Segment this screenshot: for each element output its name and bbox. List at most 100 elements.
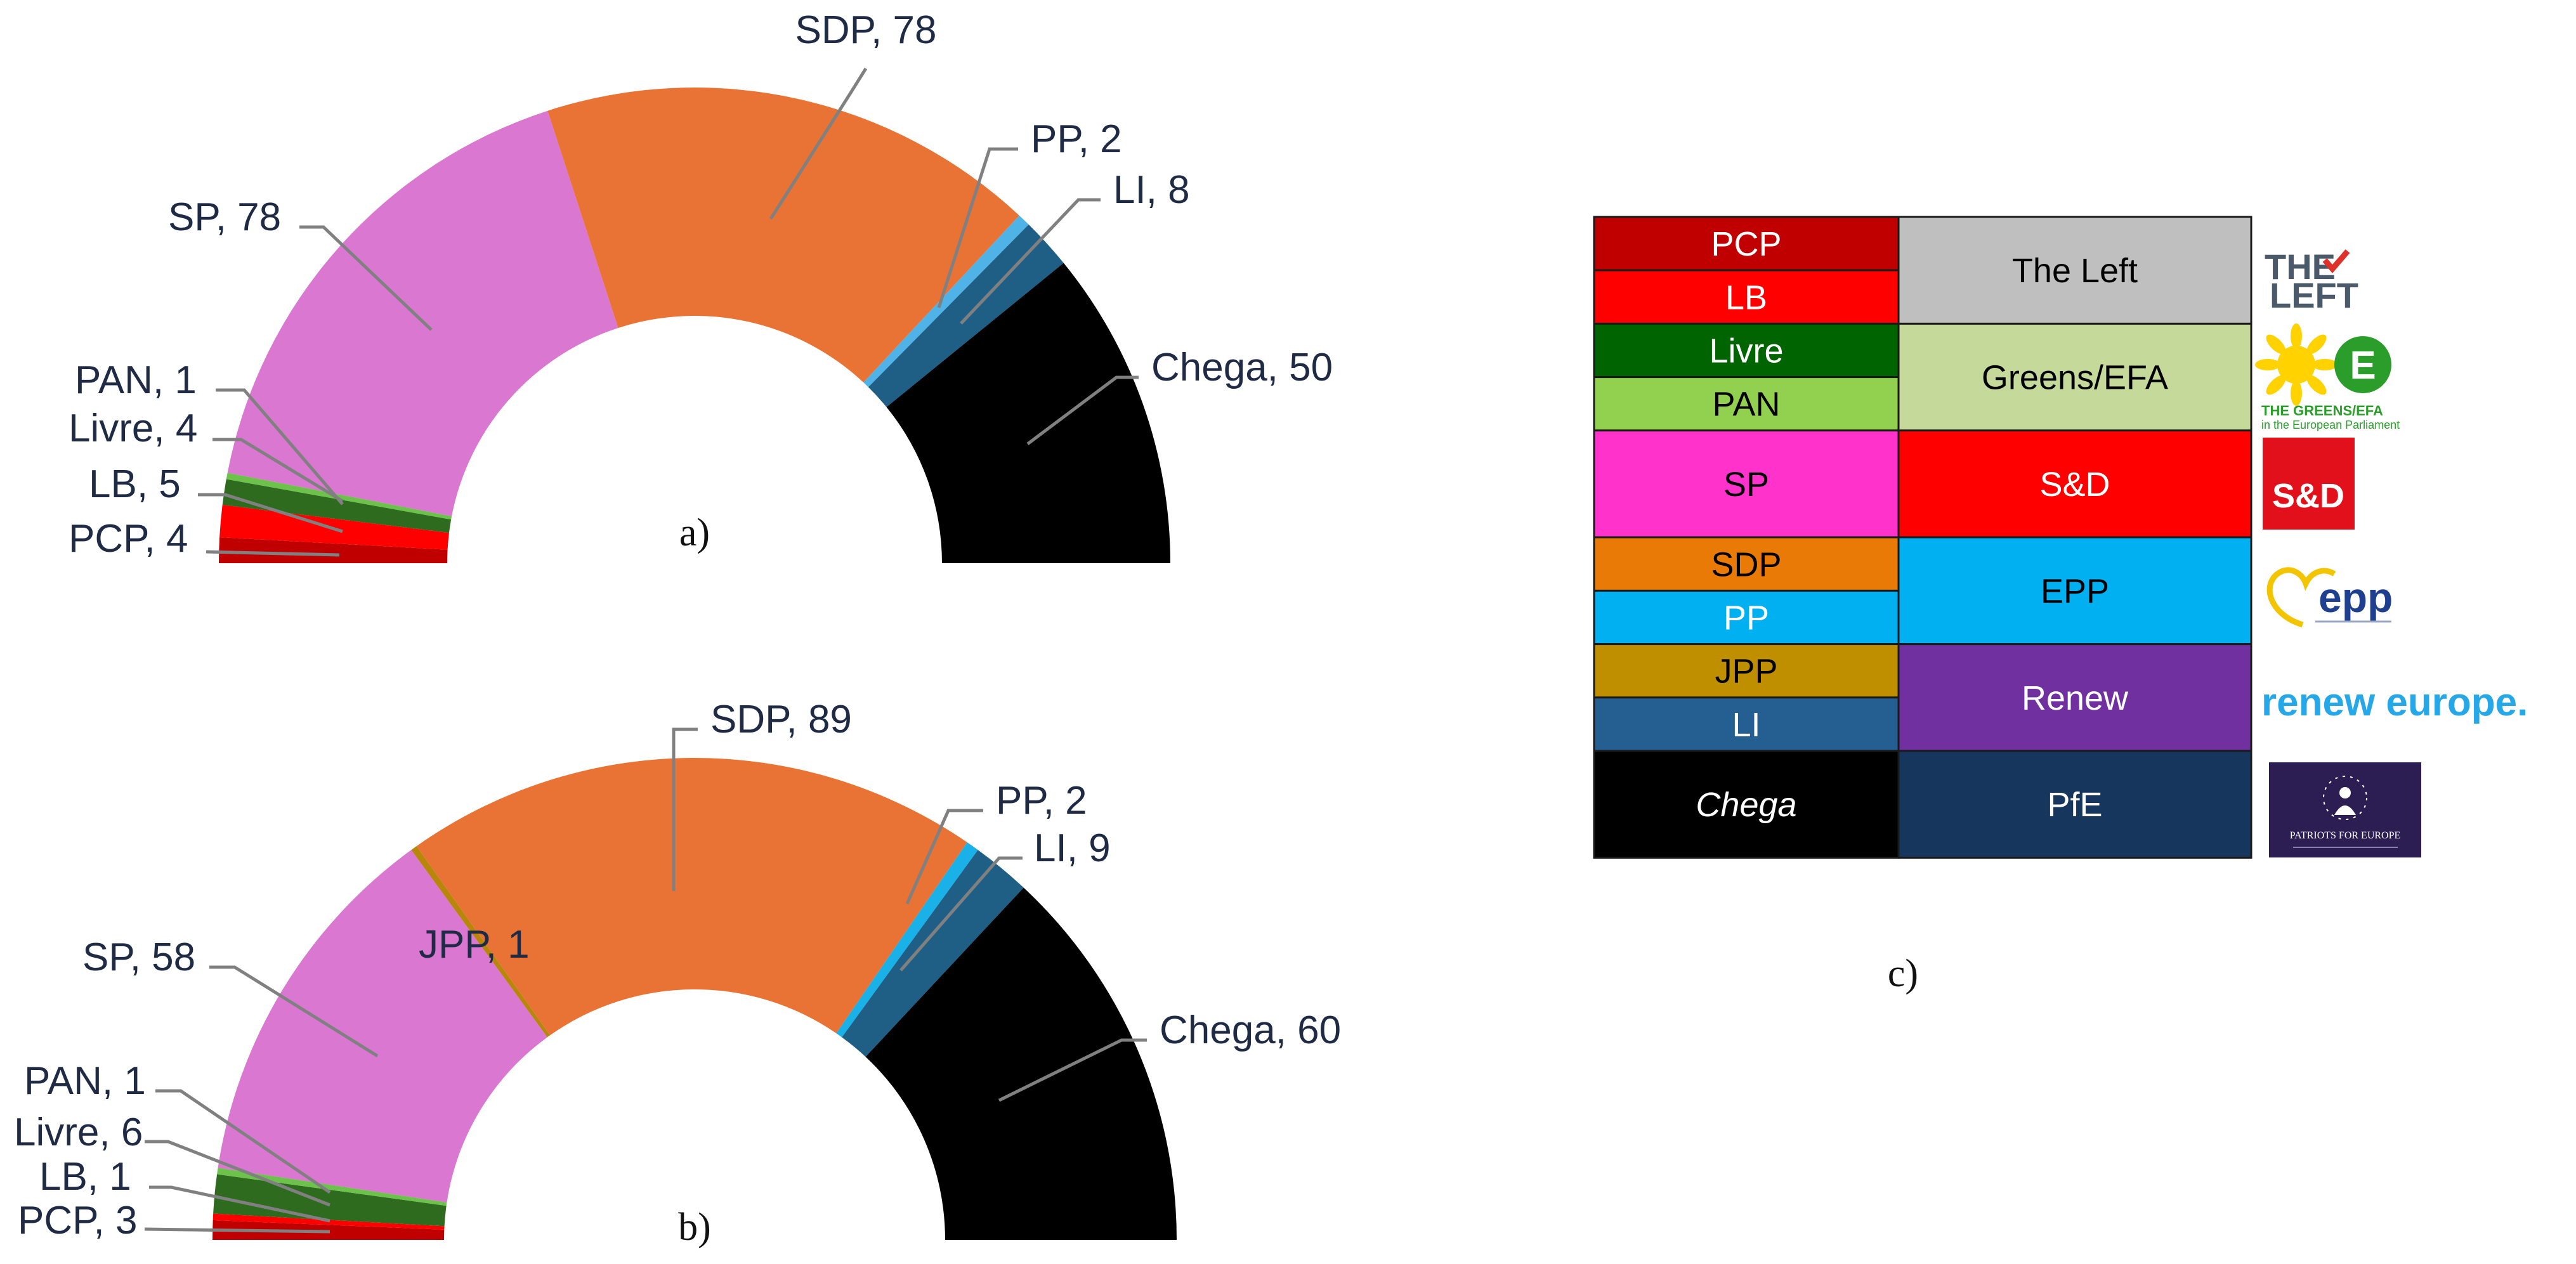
group-name-greens-efa: Greens/EFA <box>1982 359 2168 397</box>
data-label-sp: SP, 78 <box>168 195 281 239</box>
party-name-pan: PAN <box>1712 386 1780 424</box>
panel-label-a: a) <box>679 511 710 554</box>
group-name-the-left: The Left <box>2012 252 2138 290</box>
panel-label-c: c) <box>1888 952 1918 995</box>
data-label-livre: Livre, 6 <box>14 1111 143 1154</box>
slice-sdp <box>547 87 1019 382</box>
svg-text:PATRIOTS FOR EUROPE: PATRIOTS FOR EUROPE <box>2290 830 2401 841</box>
svg-text:in the European Parliament: in the European Parliament <box>2261 419 2400 431</box>
leader-line-lb <box>149 1185 330 1223</box>
party-name-pcp: PCP <box>1711 225 1781 263</box>
leader-line-pan <box>155 1089 331 1194</box>
slice-pcp <box>212 1220 445 1240</box>
svg-text:THE GREENS/EFA: THE GREENS/EFA <box>2261 403 2383 419</box>
group-logos: THE LEFT E THE GREENS/EFA in the Europea <box>2255 247 2528 857</box>
svg-text:LEFT: LEFT <box>2270 275 2358 315</box>
svg-text:epp: epp <box>2318 574 2393 621</box>
svg-text:THE: THE <box>2265 247 2336 287</box>
leader-line-pan <box>216 388 344 505</box>
slice-sp <box>227 110 618 516</box>
leader-line-pp <box>937 147 1018 308</box>
slice-pp <box>863 215 1029 388</box>
data-label-jpp: JPP, 1 <box>419 923 530 967</box>
s-and-d-logo: S&D <box>2263 438 2355 530</box>
leader-line-li <box>960 198 1101 325</box>
slice-li <box>868 225 1064 407</box>
party-cell-jpp <box>1593 643 1900 699</box>
patriots-for-europe-logo: PATRIOTS FOR EUROPE <box>2269 762 2421 857</box>
party-cell-chega <box>1593 750 1900 859</box>
leader-line-livre <box>212 438 344 503</box>
party-name-lb: LB <box>1725 278 1767 316</box>
seat-chart-a: PCP, 4 LB, 5 Livre, 4 PAN, 1 SP, 78 SDP, 78 PP… <box>69 8 1333 563</box>
data-label-lb: LB, 5 <box>89 462 181 506</box>
data-label-pcp: PCP, 3 <box>18 1199 137 1242</box>
party-name-livre: Livre <box>1709 332 1783 370</box>
data-label-livre: Livre, 4 <box>69 407 197 450</box>
leader-line-pcp <box>206 550 340 557</box>
group-cell-s-d <box>1897 429 2252 538</box>
slice-sp <box>218 850 547 1202</box>
slice-jpp <box>411 846 551 1038</box>
leader-line-sp <box>209 965 379 1058</box>
group-cell-pfe <box>1897 750 2252 859</box>
data-label-pp: PP, 2 <box>1031 117 1122 161</box>
data-label-sp: SP, 58 <box>82 935 195 979</box>
group-name-renew: Renew <box>2022 679 2129 717</box>
greens-efa-logo: E THE GREENS/EFA in the European Parliam… <box>2255 323 2400 431</box>
group-cell-epp <box>1897 536 2252 646</box>
party-name-pp: PP <box>1723 599 1769 637</box>
leader-line-li <box>899 856 1023 972</box>
party-cell-pp <box>1593 589 1900 646</box>
renew-europe-logo: renew europe. <box>2261 681 2528 724</box>
data-label-pcp: PCP, 4 <box>69 517 188 561</box>
panel-label-b: b) <box>678 1206 711 1249</box>
svg-text:S&D: S&D <box>2272 477 2344 515</box>
data-label-sdp: SDP, 78 <box>795 8 937 52</box>
slice-chega <box>886 263 1170 563</box>
group-cell-the-left <box>1897 216 2252 325</box>
group-name-s-d: S&D <box>2039 466 2110 504</box>
slice-li <box>842 850 1024 1057</box>
epp-logo: epp <box>2266 567 2393 628</box>
svg-text:E: E <box>2350 344 2376 388</box>
leader-line-lb <box>198 493 343 533</box>
slice-pan <box>217 1168 447 1206</box>
party-name-li: LI <box>1732 706 1760 744</box>
group-cell-greens-efa <box>1897 322 2252 432</box>
the-left-logo: THE LEFT <box>2265 247 2358 315</box>
data-label-pan: PAN, 1 <box>75 358 197 402</box>
slice-chega <box>865 887 1177 1240</box>
party-cell-li <box>1593 696 1900 752</box>
leader-line-pp <box>905 809 983 905</box>
slice-livre <box>222 479 452 533</box>
leader-line-sdp <box>672 727 698 891</box>
party-name-sp: SP <box>1723 466 1769 504</box>
leader-line-pcp <box>144 1227 330 1234</box>
data-label-li: LI, 8 <box>1113 168 1190 212</box>
data-label-li: LI, 9 <box>1034 826 1111 870</box>
slice-livre <box>213 1174 447 1227</box>
party-group-table: PCP LB Livre PAN SP SDP PP JPP LI Chega The Left Gr… <box>1593 216 2252 859</box>
leader-line-chega <box>998 1038 1147 1102</box>
data-label-pp: PP, 2 <box>996 779 1087 823</box>
party-cell-pcp <box>1593 216 1900 271</box>
data-label-lb: LB, 1 <box>39 1155 131 1199</box>
party-cell-livre <box>1593 322 1900 379</box>
party-name-sdp: SDP <box>1711 545 1781 583</box>
group-name-pfe: PfE <box>2047 786 2102 824</box>
leader-line-chega <box>1026 375 1139 445</box>
data-label-pan: PAN, 1 <box>24 1059 146 1103</box>
data-label-chega: Chega, 60 <box>1160 1008 1341 1052</box>
leader-line-sdp <box>769 67 868 220</box>
leader-line-sp <box>299 225 433 331</box>
slice-sdp <box>416 758 967 1036</box>
party-name-chega: Chega <box>1696 786 1796 824</box>
slice-pcp <box>219 537 448 563</box>
data-label-chega: Chega, 50 <box>1151 346 1333 389</box>
group-name-epp: EPP <box>2041 572 2109 610</box>
slice-pan <box>226 472 452 520</box>
svg-text:renew europe.: renew europe. <box>2261 681 2528 724</box>
